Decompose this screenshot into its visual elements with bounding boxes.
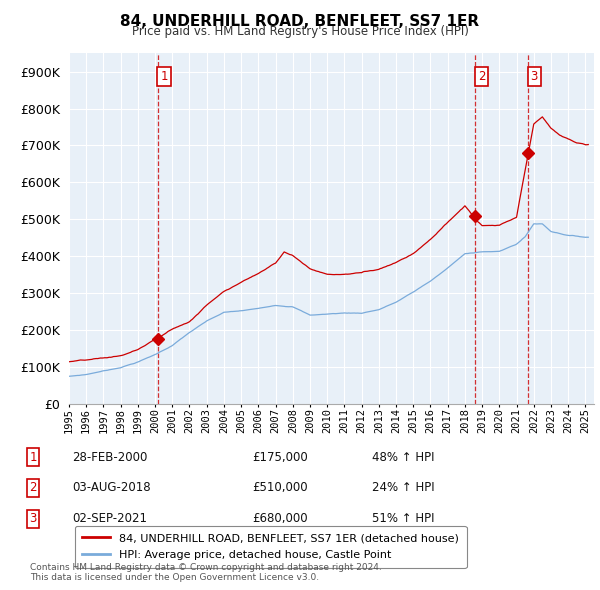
Text: 3: 3 bbox=[29, 512, 37, 525]
Text: 1: 1 bbox=[160, 70, 168, 83]
Text: 3: 3 bbox=[530, 70, 538, 83]
Text: £680,000: £680,000 bbox=[252, 512, 308, 525]
Text: £510,000: £510,000 bbox=[252, 481, 308, 494]
Text: 48% ↑ HPI: 48% ↑ HPI bbox=[372, 451, 434, 464]
Text: £175,000: £175,000 bbox=[252, 451, 308, 464]
Legend: 84, UNDERHILL ROAD, BENFLEET, SS7 1ER (detached house), HPI: Average price, deta: 84, UNDERHILL ROAD, BENFLEET, SS7 1ER (d… bbox=[74, 526, 467, 568]
Text: Contains HM Land Registry data © Crown copyright and database right 2024.
This d: Contains HM Land Registry data © Crown c… bbox=[30, 563, 382, 582]
Text: 2: 2 bbox=[478, 70, 485, 83]
Text: 02-SEP-2021: 02-SEP-2021 bbox=[72, 512, 147, 525]
Text: 2: 2 bbox=[29, 481, 37, 494]
Text: 24% ↑ HPI: 24% ↑ HPI bbox=[372, 481, 434, 494]
Text: 1: 1 bbox=[29, 451, 37, 464]
Text: 28-FEB-2000: 28-FEB-2000 bbox=[72, 451, 148, 464]
Text: Price paid vs. HM Land Registry's House Price Index (HPI): Price paid vs. HM Land Registry's House … bbox=[131, 25, 469, 38]
Text: 84, UNDERHILL ROAD, BENFLEET, SS7 1ER: 84, UNDERHILL ROAD, BENFLEET, SS7 1ER bbox=[121, 14, 479, 28]
Text: 51% ↑ HPI: 51% ↑ HPI bbox=[372, 512, 434, 525]
Text: 03-AUG-2018: 03-AUG-2018 bbox=[72, 481, 151, 494]
